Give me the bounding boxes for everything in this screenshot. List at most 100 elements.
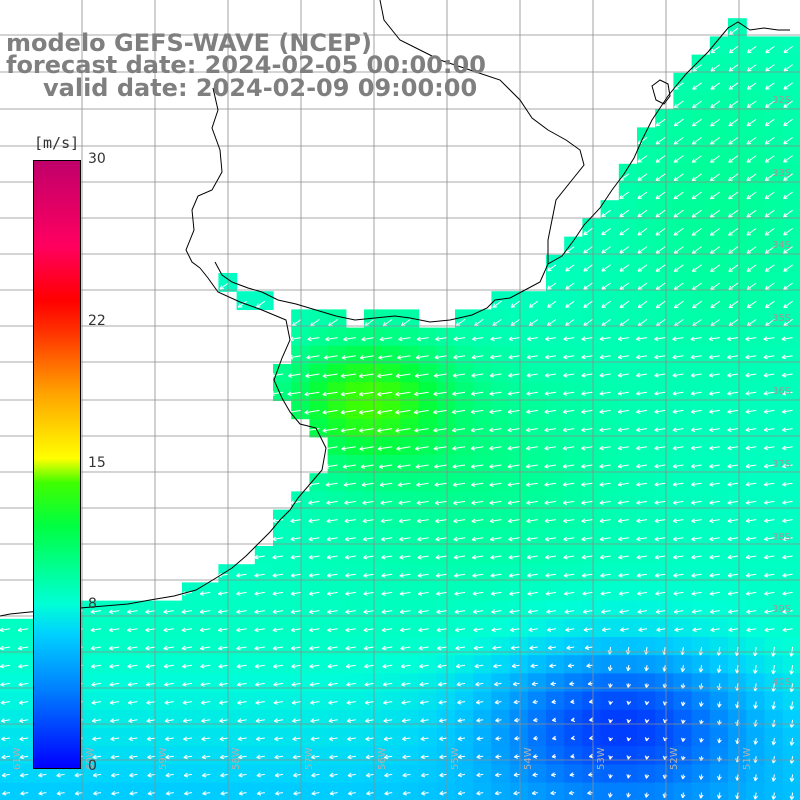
wind-arrow-head — [347, 738, 352, 742]
wind-arrow-head — [453, 502, 458, 506]
wind-arrow-head — [256, 757, 261, 760]
wind-arrow-head — [476, 772, 481, 776]
field-cell — [691, 455, 711, 474]
wind-arrow-head — [581, 518, 586, 522]
wind-arrow — [619, 591, 629, 595]
wind-arrow — [377, 373, 393, 377]
field-cell — [509, 546, 529, 565]
field-cell — [746, 345, 765, 365]
wind-arrow-head — [472, 573, 477, 577]
field-cell — [673, 182, 693, 201]
wind-arrow-head — [184, 793, 189, 796]
wind-arrow-head — [581, 520, 586, 524]
wind-arrow-head — [363, 648, 368, 651]
wind-arrow — [272, 610, 284, 613]
field-cell — [728, 455, 747, 474]
field-cell — [109, 746, 128, 765]
wind-arrow-head — [654, 357, 659, 360]
wind-arrow-head — [745, 554, 750, 558]
wind-arrow-head — [646, 737, 650, 742]
wind-arrow-head — [436, 593, 441, 596]
field-cell — [746, 200, 765, 219]
wind-arrow — [345, 646, 356, 650]
wind-arrow-head — [490, 354, 494, 358]
wind-arrow-head — [782, 609, 787, 613]
wind-arrow-head — [745, 445, 750, 449]
wind-arrow — [618, 482, 629, 486]
wind-arrow — [472, 555, 484, 559]
field-cell — [564, 345, 583, 365]
wind-arrow-head — [201, 736, 206, 740]
wind-arrow-head — [682, 702, 686, 707]
wind-arrow-head — [588, 774, 593, 777]
wind-arrow — [546, 610, 557, 613]
wind-arrow — [272, 519, 284, 522]
wind-arrow-head — [682, 668, 686, 673]
wind-arrow-head — [526, 539, 531, 542]
field-cell — [309, 600, 329, 620]
wind-arrow-head — [490, 554, 495, 559]
field-cell — [746, 764, 765, 784]
field-cell — [564, 509, 583, 529]
field-cell — [746, 691, 765, 711]
wind-arrow — [509, 573, 520, 577]
wind-arrow-head — [765, 215, 770, 218]
field-cell — [473, 509, 492, 529]
wind-arrow-head — [547, 288, 552, 290]
wind-arrow-head — [146, 702, 151, 705]
wind-arrow — [419, 682, 429, 686]
wind-arrow-head — [381, 539, 386, 542]
wind-arrow-head — [727, 484, 732, 487]
wind-arrow-head — [618, 357, 623, 360]
wind-arrow-head — [19, 757, 24, 760]
wind-arrow-head — [698, 794, 702, 799]
wind-arrow — [583, 246, 593, 254]
wind-arrow — [454, 555, 466, 559]
wind-arrow — [544, 482, 557, 486]
field-cell — [455, 709, 474, 729]
wind-arrow — [673, 519, 684, 522]
wind-arrow — [347, 737, 356, 740]
field-cell — [309, 782, 329, 800]
field-cell — [509, 400, 529, 420]
wind-arrow-head — [618, 591, 623, 595]
field-cell — [709, 491, 729, 511]
field-cell — [637, 509, 656, 529]
wind-arrow-head — [782, 502, 787, 505]
field-cell — [273, 546, 292, 565]
wind-arrow-head — [495, 738, 500, 741]
wind-arrow — [791, 792, 794, 800]
field-cell — [527, 691, 547, 711]
wind-arrow-head — [494, 790, 499, 794]
wind-arrow — [453, 482, 466, 486]
wind-arrow-head — [420, 718, 425, 722]
field-cell — [473, 455, 492, 474]
wind-arrow-head — [562, 466, 567, 469]
wind-arrow-head — [564, 609, 569, 613]
wind-arrow — [563, 409, 575, 413]
wind-arrow-head — [655, 215, 661, 218]
field-cell — [455, 527, 474, 547]
wind-arrow-head — [662, 701, 666, 706]
wind-arrow-head — [329, 738, 334, 742]
wind-arrow — [434, 464, 447, 468]
wind-arrow-head — [655, 140, 659, 145]
wind-arrow-head — [765, 69, 770, 72]
wind-arrow — [581, 500, 593, 504]
field-cell — [709, 673, 729, 693]
wind-arrow — [746, 264, 757, 272]
country-border — [185, 87, 223, 269]
field-cell — [0, 618, 19, 638]
wind-arrow-head — [345, 591, 350, 595]
wind-arrow-head — [470, 482, 475, 486]
wind-arrow-head — [402, 738, 407, 742]
wind-arrow-head — [305, 428, 309, 432]
wind-arrow-head — [108, 627, 113, 631]
wind-arrow-head — [510, 324, 516, 327]
wind-arrow-head — [617, 463, 622, 468]
wind-arrow-head — [238, 775, 243, 778]
wind-arrow — [327, 591, 338, 595]
wind-arrow-head — [272, 520, 277, 524]
wind-arrow — [220, 755, 229, 758]
field-cell — [764, 618, 784, 638]
